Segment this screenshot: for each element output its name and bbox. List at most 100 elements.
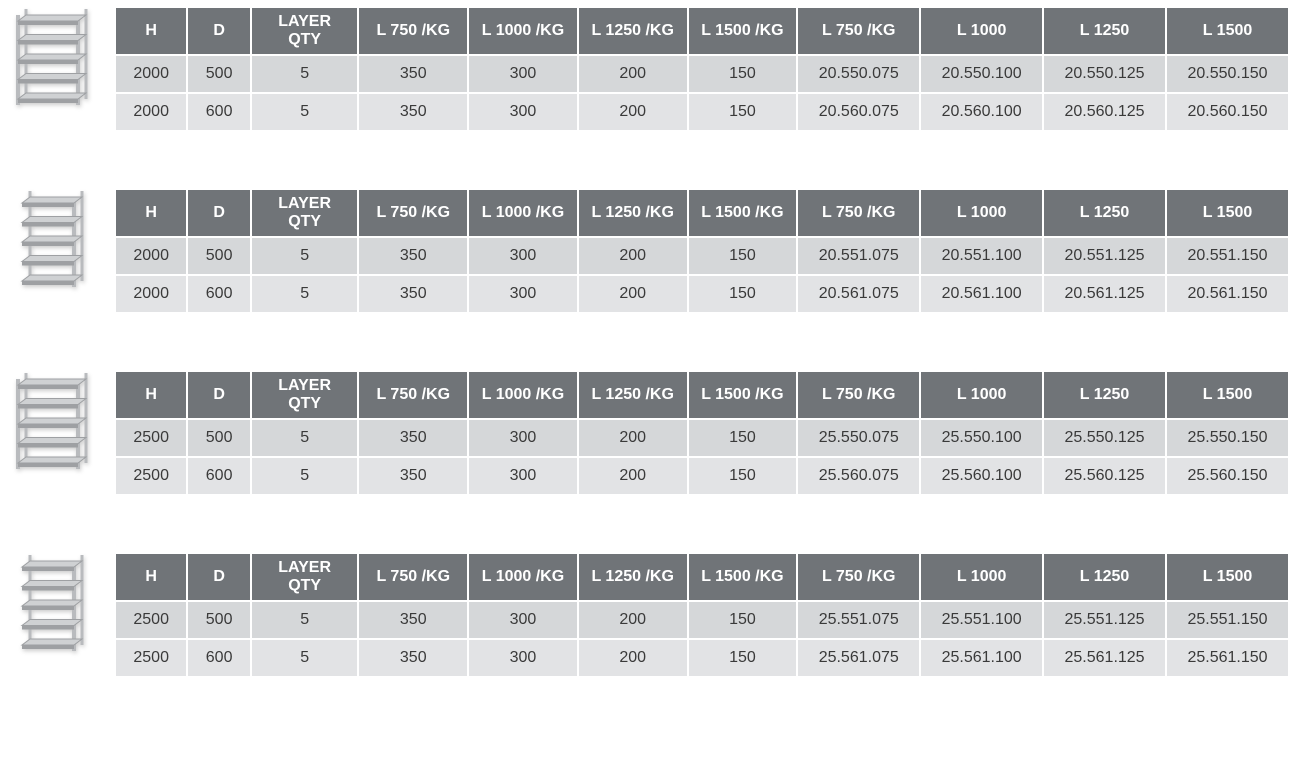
cell-4: 300 xyxy=(469,602,577,638)
col-header-7: L 750 /KG xyxy=(798,372,919,418)
col-header-7: L 750 /KG xyxy=(798,8,919,54)
col-header-5: L 1250 /KG xyxy=(579,554,687,600)
col-header-10: L 1500 xyxy=(1167,8,1288,54)
col-header-2: LAYERQTY xyxy=(252,8,358,54)
col-header-3: L 750 /KG xyxy=(359,190,467,236)
spec-section-2: HDLAYERQTYL 750 /KGL 1000 /KGL 1250 /KGL… xyxy=(10,370,1290,496)
cell-3: 350 xyxy=(359,94,467,130)
col-header-9: L 1250 xyxy=(1044,190,1165,236)
col-header-2: LAYERQTY xyxy=(252,372,358,418)
cell-10: 25.550.150 xyxy=(1167,420,1288,456)
cell-1: 600 xyxy=(188,458,250,494)
col-header-6: L 1500 /KG xyxy=(689,554,797,600)
cell-2: 5 xyxy=(252,602,358,638)
cell-1: 500 xyxy=(188,238,250,274)
col-header-5: L 1250 /KG xyxy=(579,372,687,418)
cell-5: 200 xyxy=(579,276,687,312)
cell-10: 20.551.150 xyxy=(1167,238,1288,274)
cell-4: 300 xyxy=(469,420,577,456)
cell-3: 350 xyxy=(359,56,467,92)
col-header-0: H xyxy=(116,8,186,54)
cell-9: 20.561.125 xyxy=(1044,276,1165,312)
cell-8: 20.551.100 xyxy=(921,238,1042,274)
cell-8: 25.551.100 xyxy=(921,602,1042,638)
cell-10: 25.551.150 xyxy=(1167,602,1288,638)
cell-2: 5 xyxy=(252,458,358,494)
cell-9: 25.560.125 xyxy=(1044,458,1165,494)
cell-9: 20.551.125 xyxy=(1044,238,1165,274)
cell-3: 350 xyxy=(359,640,467,676)
table-header-row: HDLAYERQTYL 750 /KGL 1000 /KGL 1250 /KGL… xyxy=(116,554,1288,600)
col-header-8: L 1000 xyxy=(921,372,1042,418)
col-header-3: L 750 /KG xyxy=(359,554,467,600)
shelf-full-icon xyxy=(10,370,102,480)
table-header-row: HDLAYERQTYL 750 /KGL 1000 /KGL 1250 /KGL… xyxy=(116,372,1288,418)
col-header-6: L 1500 /KG xyxy=(689,372,797,418)
cell-6: 150 xyxy=(689,94,797,130)
cell-6: 150 xyxy=(689,602,797,638)
spec-section-1: HDLAYERQTYL 750 /KGL 1000 /KGL 1250 /KGL… xyxy=(10,188,1290,314)
col-header-10: L 1500 xyxy=(1167,372,1288,418)
col-header-10: L 1500 xyxy=(1167,554,1288,600)
cell-5: 200 xyxy=(579,640,687,676)
cell-5: 200 xyxy=(579,458,687,494)
col-header-1: D xyxy=(188,372,250,418)
cell-6: 150 xyxy=(689,276,797,312)
cell-0: 2000 xyxy=(116,238,186,274)
cell-9: 20.560.125 xyxy=(1044,94,1165,130)
col-header-7: L 750 /KG xyxy=(798,190,919,236)
col-header-6: L 1500 /KG xyxy=(689,190,797,236)
cell-8: 25.560.100 xyxy=(921,458,1042,494)
cell-5: 200 xyxy=(579,56,687,92)
shelf-addon-icon xyxy=(10,188,102,298)
table-row: 2000600535030020015020.560.07520.560.100… xyxy=(116,94,1288,130)
cell-0: 2500 xyxy=(116,420,186,456)
col-header-5: L 1250 /KG xyxy=(579,8,687,54)
cell-9: 25.561.125 xyxy=(1044,640,1165,676)
cell-6: 150 xyxy=(689,56,797,92)
cell-6: 150 xyxy=(689,640,797,676)
cell-10: 20.550.150 xyxy=(1167,56,1288,92)
table-row: 2000500535030020015020.551.07520.551.100… xyxy=(116,238,1288,274)
cell-4: 300 xyxy=(469,56,577,92)
cell-5: 200 xyxy=(579,94,687,130)
cell-5: 200 xyxy=(579,420,687,456)
col-header-9: L 1250 xyxy=(1044,554,1165,600)
col-header-8: L 1000 xyxy=(921,8,1042,54)
col-header-5: L 1250 /KG xyxy=(579,190,687,236)
cell-8: 25.550.100 xyxy=(921,420,1042,456)
cell-7: 20.560.075 xyxy=(798,94,919,130)
cell-1: 600 xyxy=(188,276,250,312)
cell-8: 20.561.100 xyxy=(921,276,1042,312)
cell-10: 20.561.150 xyxy=(1167,276,1288,312)
cell-0: 2000 xyxy=(116,276,186,312)
cell-1: 600 xyxy=(188,94,250,130)
cell-1: 500 xyxy=(188,602,250,638)
col-header-9: L 1250 xyxy=(1044,372,1165,418)
col-header-4: L 1000 /KG xyxy=(469,190,577,236)
col-header-4: L 1000 /KG xyxy=(469,372,577,418)
cell-4: 300 xyxy=(469,94,577,130)
cell-0: 2000 xyxy=(116,94,186,130)
cell-8: 20.560.100 xyxy=(921,94,1042,130)
col-header-1: D xyxy=(188,8,250,54)
col-header-8: L 1000 xyxy=(921,190,1042,236)
table-row: 2500500535030020015025.550.07525.550.100… xyxy=(116,420,1288,456)
cell-1: 600 xyxy=(188,640,250,676)
cell-7: 20.550.075 xyxy=(798,56,919,92)
col-header-0: H xyxy=(116,554,186,600)
cell-4: 300 xyxy=(469,276,577,312)
cell-9: 20.550.125 xyxy=(1044,56,1165,92)
cell-0: 2500 xyxy=(116,602,186,638)
shelf-addon-icon xyxy=(10,552,102,662)
page-root: HDLAYERQTYL 750 /KGL 1000 /KGL 1250 /KGL… xyxy=(10,6,1290,678)
cell-2: 5 xyxy=(252,420,358,456)
col-header-1: D xyxy=(188,190,250,236)
cell-6: 150 xyxy=(689,458,797,494)
table-header-row: HDLAYERQTYL 750 /KGL 1000 /KGL 1250 /KGL… xyxy=(116,190,1288,236)
table-row: 2500600535030020015025.561.07525.561.100… xyxy=(116,640,1288,676)
cell-3: 350 xyxy=(359,238,467,274)
spec-table-0: HDLAYERQTYL 750 /KGL 1000 /KGL 1250 /KGL… xyxy=(114,6,1290,132)
cell-4: 300 xyxy=(469,238,577,274)
col-header-2: LAYERQTY xyxy=(252,190,358,236)
